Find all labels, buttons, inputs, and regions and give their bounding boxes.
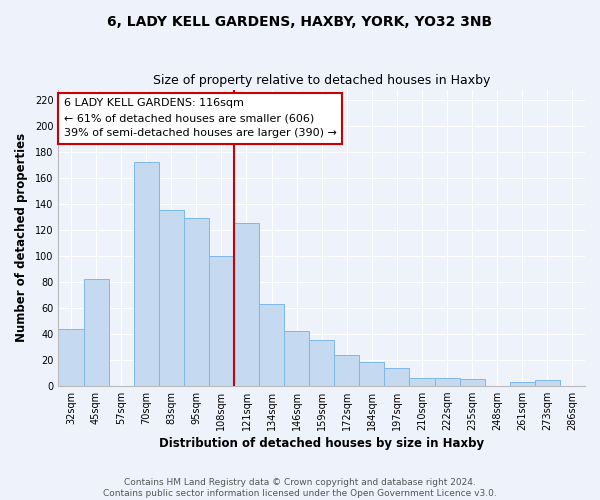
Bar <box>284 331 309 386</box>
Text: 6 LADY KELL GARDENS: 116sqm
← 61% of detached houses are smaller (606)
39% of se: 6 LADY KELL GARDENS: 116sqm ← 61% of det… <box>64 98 337 138</box>
Bar <box>385 368 409 386</box>
Text: Contains HM Land Registry data © Crown copyright and database right 2024.
Contai: Contains HM Land Registry data © Crown c… <box>103 478 497 498</box>
Bar <box>309 340 334 386</box>
Bar <box>259 304 284 386</box>
Bar <box>58 328 83 386</box>
Bar <box>460 379 485 386</box>
Title: Size of property relative to detached houses in Haxby: Size of property relative to detached ho… <box>153 74 490 87</box>
Bar <box>535 380 560 386</box>
Y-axis label: Number of detached properties: Number of detached properties <box>15 133 28 342</box>
Bar <box>209 256 234 386</box>
Text: 6, LADY KELL GARDENS, HAXBY, YORK, YO32 3NB: 6, LADY KELL GARDENS, HAXBY, YORK, YO32 … <box>107 15 493 29</box>
Bar <box>359 362 385 386</box>
Bar <box>334 354 359 386</box>
Bar <box>134 162 159 386</box>
Bar <box>83 279 109 386</box>
Bar <box>434 378 460 386</box>
Bar <box>159 210 184 386</box>
Bar <box>409 378 434 386</box>
Bar <box>184 218 209 386</box>
Bar <box>234 224 259 386</box>
X-axis label: Distribution of detached houses by size in Haxby: Distribution of detached houses by size … <box>159 437 484 450</box>
Bar <box>510 382 535 386</box>
